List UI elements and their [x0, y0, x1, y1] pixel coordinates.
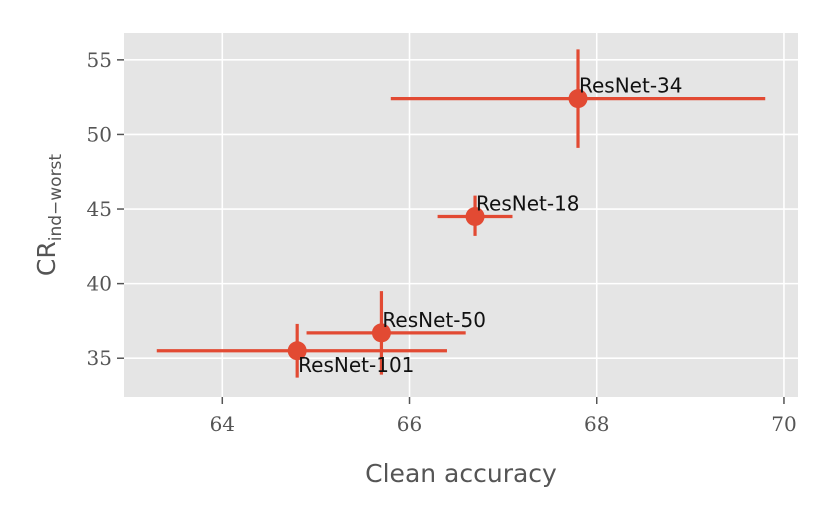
point-label: ResNet-18 — [476, 191, 579, 215]
y-axis-label-main: CR — [32, 241, 61, 276]
point-label: ResNet-34 — [579, 74, 683, 98]
y-ticks: 35 40 45 50 55 — [87, 48, 124, 370]
x-tick-label: 68 — [584, 412, 609, 436]
point-labels: ResNet-34 ResNet-18 ResNet-50 ResNet-101 — [298, 74, 682, 377]
data-point — [371, 323, 391, 343]
x-tick-label: 70 — [771, 412, 796, 436]
data-point — [568, 89, 588, 109]
y-tick-label: 40 — [87, 272, 112, 296]
y-tick-label: 55 — [87, 48, 112, 72]
x-ticks: 64 66 68 70 — [210, 397, 797, 436]
y-axis-label-subscript: ind−worst — [46, 154, 66, 242]
data-points — [287, 89, 588, 361]
y-tick-label: 45 — [87, 197, 112, 221]
data-point — [465, 206, 485, 226]
y-axis-label: CRind−worst — [32, 154, 66, 277]
point-label: ResNet-101 — [298, 353, 414, 377]
x-tick-label: 64 — [210, 412, 235, 436]
y-tick-label: 35 — [87, 346, 112, 370]
data-point — [287, 341, 307, 361]
point-label: ResNet-50 — [382, 308, 486, 332]
y-tick-label: 50 — [87, 122, 112, 146]
x-tick-label: 66 — [397, 412, 422, 436]
x-axis-label: Clean accuracy — [365, 459, 557, 488]
grid — [124, 33, 798, 397]
